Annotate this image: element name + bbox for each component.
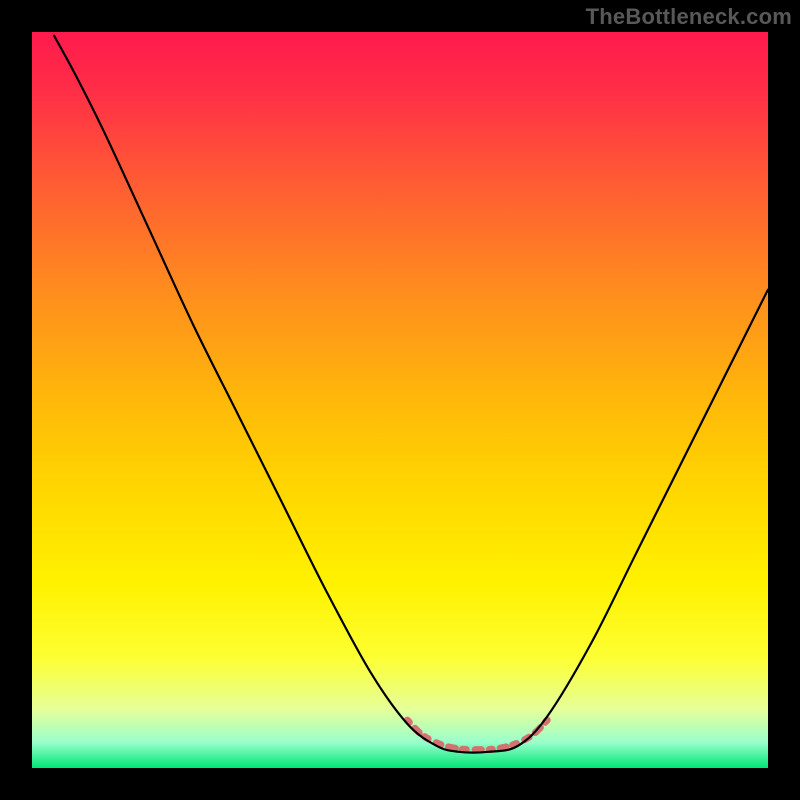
highlight-segment	[407, 720, 547, 749]
watermark-label: TheBottleneck.com	[586, 4, 792, 30]
chart-frame: TheBottleneck.com	[0, 0, 800, 800]
plot-area	[32, 32, 768, 768]
main-curve	[54, 36, 768, 753]
curves-layer	[32, 32, 768, 768]
